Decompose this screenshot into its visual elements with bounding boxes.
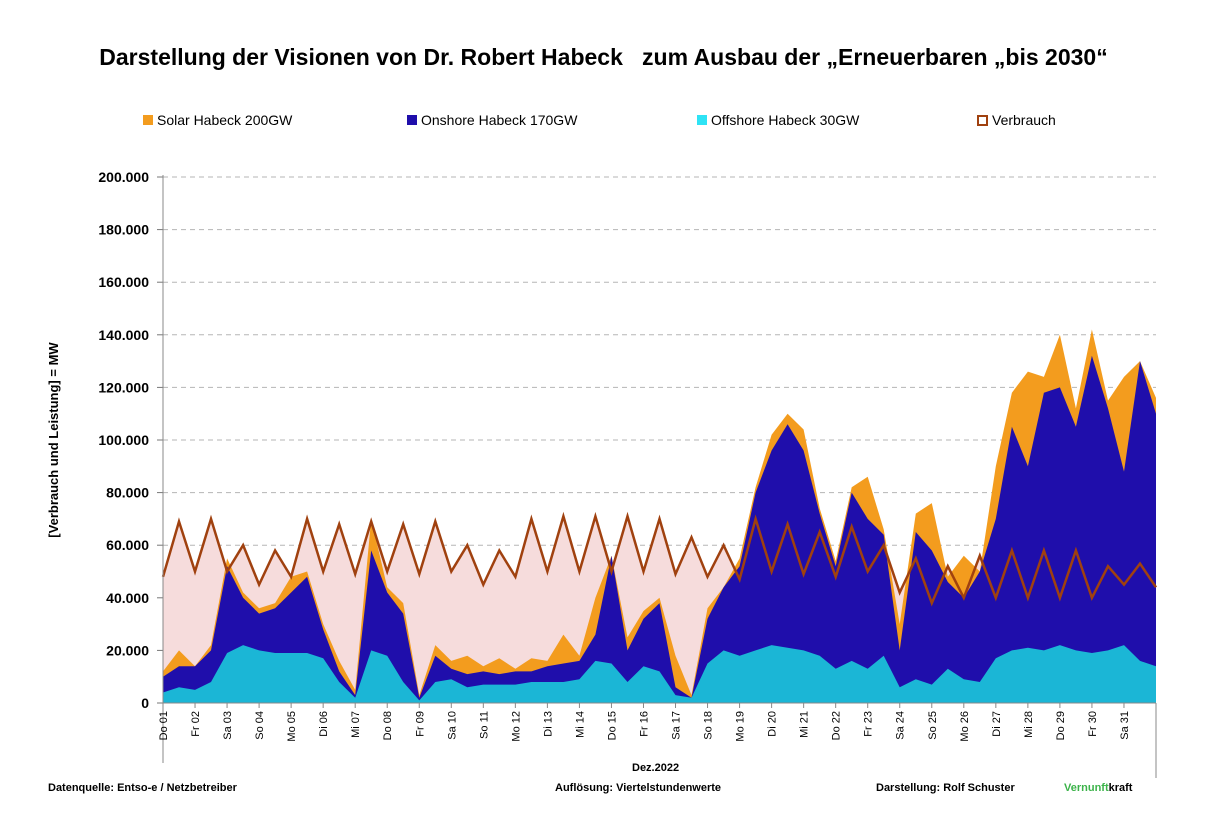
footer-author: Darstellung: Rolf Schuster	[876, 782, 1015, 794]
x-tick-label: Sa 17	[671, 711, 683, 740]
x-tick-label: Mo 19	[735, 711, 747, 742]
x-tick-label: Fr 23	[863, 711, 875, 737]
onshore-area	[163, 355, 1156, 703]
footer-resolution: Auflösung: Viertelstundenwerte	[555, 782, 722, 794]
x-tick-label: Fr 02	[190, 711, 202, 737]
y-tick-label: 140.000	[98, 327, 149, 343]
legend-label-solar: Solar Habeck 200GW	[157, 112, 293, 128]
x-tick-label: Mi 21	[799, 711, 811, 738]
y-tick-label: 200.000	[98, 169, 149, 185]
y-tick-label: 60.000	[106, 537, 149, 553]
verbrauch-line	[161, 511, 1158, 607]
legend-swatch-offshore	[697, 115, 707, 125]
x-tick-label: So 04	[254, 711, 266, 740]
y-tick-label: 80.000	[106, 485, 149, 501]
x-tick-label: Do 01	[158, 711, 170, 740]
x-tick-label: Do 29	[1055, 711, 1067, 740]
legend-label-offshore: Offshore Habeck 30GW	[711, 112, 860, 128]
y-tick-label: 40.000	[106, 590, 149, 606]
x-tick-label: So 18	[703, 711, 715, 740]
legend-swatch-solar	[143, 115, 153, 125]
y-axis-label: [Verbrauch und Leistung] = MW	[46, 342, 61, 538]
y-tick-label: 180.000	[98, 222, 149, 238]
footer-brand-black: kraft	[1108, 782, 1133, 794]
x-axis-label: Dez.2022	[632, 762, 680, 774]
x-tick-label: Di 13	[542, 711, 554, 737]
x-tick-label: Sa 03	[222, 711, 234, 740]
y-tick-label: 120.000	[98, 379, 149, 395]
x-tick-label: Mi 07	[350, 711, 362, 738]
footer-brand-green: Vernunft	[1064, 782, 1109, 794]
y-tick-label: 160.000	[98, 274, 149, 290]
legend-label-onshore: Onshore Habeck 170GW	[421, 112, 578, 128]
legend-label-verbrauch: Verbrauch	[992, 112, 1056, 128]
x-tick-label: Do 22	[831, 711, 843, 740]
x-tick-label: Sa 31	[1119, 711, 1131, 740]
x-tick-label: Di 06	[318, 711, 330, 737]
x-tick-label: Mo 12	[510, 711, 522, 742]
x-tick-label: Di 27	[991, 711, 1003, 737]
legend-swatch-verbrauch	[977, 114, 988, 126]
legend: Solar Habeck 200GW Onshore Habeck 170GW …	[0, 112, 1207, 134]
y-tick-label: 100.000	[98, 432, 149, 448]
legend-swatch-onshore	[407, 115, 417, 125]
offshore-area	[163, 645, 1156, 703]
x-tick-label: So 11	[478, 711, 490, 739]
footer-source: Datenquelle: Entso-e / Netzbetreiber	[48, 782, 237, 794]
legend-item-onshore: Onshore Habeck 170GW	[407, 112, 577, 128]
y-tick-label: 0	[141, 695, 149, 711]
x-tick-label: Mo 26	[959, 711, 971, 742]
footer-brand: Vernunftkraft	[1064, 782, 1132, 794]
x-tick-label: Di 20	[767, 711, 779, 737]
x-tick-label: Mo 05	[286, 711, 298, 742]
x-tick-label: Fr 09	[414, 711, 426, 737]
x-tick-label: Do 08	[382, 711, 394, 740]
x-tick-label: Fr 30	[1087, 711, 1099, 737]
x-tick-label: Sa 10	[446, 711, 458, 740]
legend-item-verbrauch: Verbrauch	[977, 112, 1056, 128]
legend-item-offshore: Offshore Habeck 30GW	[697, 112, 859, 128]
y-tick-label: 20.000	[106, 642, 149, 658]
x-tick-label: Do 15	[606, 711, 618, 740]
chart-title: Darstellung der Visionen von Dr. Robert …	[99, 44, 1108, 70]
legend-item-solar: Solar Habeck 200GW	[143, 112, 292, 128]
x-tick-label: Sa 24	[895, 711, 907, 740]
x-tick-label: Mi 28	[1023, 711, 1035, 738]
x-tick-label: So 25	[927, 711, 939, 740]
x-tick-label: Fr 16	[638, 711, 650, 737]
x-tick-label: Mi 14	[574, 711, 586, 738]
